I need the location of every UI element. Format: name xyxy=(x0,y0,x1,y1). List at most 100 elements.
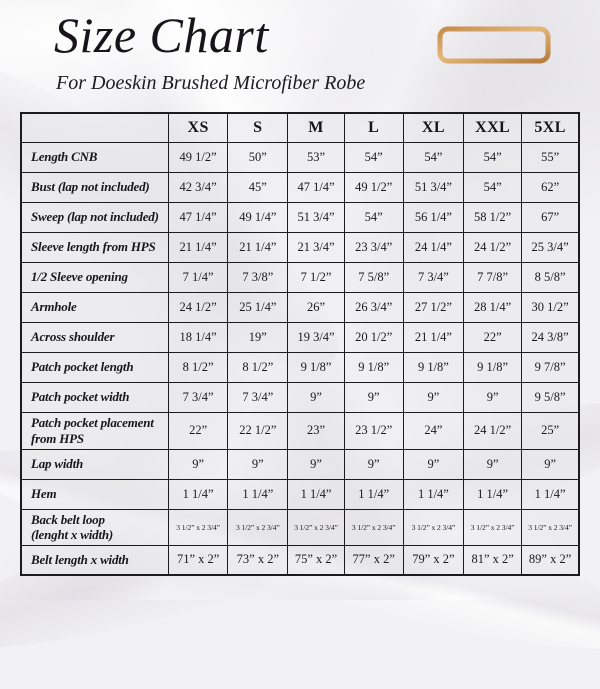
table-cell: 21 1/4” xyxy=(168,231,229,263)
size-header-s: S xyxy=(227,112,289,143)
table-cell: 54” xyxy=(402,141,465,173)
row-label: Back belt loop (lenght x width) xyxy=(20,508,170,546)
table-cell: 24” xyxy=(402,411,465,450)
row-label: Sweep (lap not included) xyxy=(20,201,170,233)
table-cell: 7 3/4” xyxy=(227,381,289,413)
size-header-l: L xyxy=(343,112,404,143)
table-cell: 1 1/4” xyxy=(463,478,523,510)
size-chart-table: XS S M L XL XXL 5XL Length CNB 49 1/2” 50” 53” 54”… xyxy=(20,112,580,577)
table-cell: 20 1/2” xyxy=(343,321,404,353)
table-cell: 45” xyxy=(227,171,289,203)
table-cell: 9” xyxy=(402,381,465,413)
row-label: Bust (lap not included) xyxy=(20,171,170,203)
table-cell: 75” x 2” xyxy=(287,544,345,576)
table-cell: 9 1/8” xyxy=(463,351,523,383)
table-cell: 3 1/2” x 2 3/4” xyxy=(402,508,465,546)
table-cell: 7 1/4” xyxy=(168,261,229,293)
size-header-row: XS S M L XL XXL 5XL xyxy=(20,112,580,143)
corner-cell xyxy=(20,112,170,143)
table-cell: 26 3/4” xyxy=(343,291,404,323)
table-cell: 3 1/2” x 2 3/4” xyxy=(287,508,345,546)
table-cell: 1 1/4” xyxy=(402,478,465,510)
table-cell: 9” xyxy=(343,381,404,413)
table-cell: 24 1/2” xyxy=(463,231,523,263)
table-cell: 49 1/4” xyxy=(227,201,289,233)
table-cell: 47 1/4” xyxy=(168,201,229,233)
table-cell: 23 3/4” xyxy=(343,231,404,263)
table-cell: 28 1/4” xyxy=(463,291,523,323)
table-cell: 1 1/4” xyxy=(521,478,580,510)
table-cell: 30 1/2” xyxy=(521,291,580,323)
table-cell: 55” xyxy=(521,141,580,173)
table-cell: 54” xyxy=(463,141,523,173)
table-row: Patch pocket width 7 3/4” 7 3/4” 9” 9” 9” 9” 9 … xyxy=(20,381,580,413)
table-cell: 51 3/4” xyxy=(402,171,465,203)
table-body: Length CNB 49 1/2” 50” 53” 54” 54” 54” 55” Bust … xyxy=(20,141,580,576)
row-label: Across shoulder xyxy=(20,321,170,353)
table-cell: 9” xyxy=(287,448,345,480)
row-label: Lap width xyxy=(20,448,170,480)
table-cell: 67” xyxy=(521,201,580,233)
table-row: Hem 1 1/4” 1 1/4” 1 1/4” 1 1/4” 1 1/4” 1 1/4” 1… xyxy=(20,478,580,510)
table-cell: 7 7/8” xyxy=(463,261,523,293)
table-cell: 9 5/8” xyxy=(521,381,580,413)
table-cell: 9” xyxy=(463,448,523,480)
table-cell: 9” xyxy=(521,448,580,480)
table-row: 1/2 Sleeve opening 7 1/4” 7 3/8” 7 1/2” 7 5/… xyxy=(20,261,580,293)
table-cell: 9” xyxy=(402,448,465,480)
table-row: Patch pocket length 8 1/2” 8 1/2” 9 1/8” 9 1… xyxy=(20,351,580,383)
row-label: Patch pocket length xyxy=(20,351,170,383)
size-header-xl: XL xyxy=(402,112,465,143)
table-cell: 47 1/4” xyxy=(287,171,345,203)
page-title: Size Chart xyxy=(54,7,269,63)
row-label: Sleeve length from HPS xyxy=(20,231,170,263)
table-row: Sweep (lap not included) 47 1/4” 49 1/4” 51… xyxy=(20,201,580,233)
size-header-xs: XS xyxy=(168,112,229,143)
table-row: Back belt loop (lenght x width) 3 1/2” x … xyxy=(20,508,580,546)
table-cell: 1 1/4” xyxy=(287,478,345,510)
table-cell: 7 5/8” xyxy=(343,261,404,293)
table-cell: 42 3/4” xyxy=(168,171,229,203)
row-label: Patch pocket placement from HPS xyxy=(20,411,170,450)
table-cell: 19 3/4” xyxy=(287,321,345,353)
table-cell: 3 1/2” x 2 3/4” xyxy=(227,508,289,546)
table-cell: 81” x 2” xyxy=(463,544,523,576)
table-cell: 22 1/2” xyxy=(227,411,289,450)
table-cell: 9 7/8” xyxy=(521,351,580,383)
table-cell: 62” xyxy=(521,171,580,203)
table-row: Armhole 24 1/2” 25 1/4” 26” 26 3/4” 27 1/2” 28… xyxy=(20,291,580,323)
table-cell: 51 3/4” xyxy=(287,201,345,233)
table-cell: 9 1/8” xyxy=(287,351,345,383)
table-cell: 3 1/2” x 2 3/4” xyxy=(343,508,404,546)
table-cell: 7 1/2” xyxy=(287,261,345,293)
table-cell: 24 3/8” xyxy=(521,321,580,353)
table-cell: 7 3/4” xyxy=(168,381,229,413)
page-subtitle: For Doeskin Brushed Microfiber Robe xyxy=(56,72,366,94)
ruler-icon xyxy=(437,26,551,64)
table-cell: 71” x 2” xyxy=(168,544,229,576)
table-cell: 53” xyxy=(287,141,345,173)
table-cell: 9” xyxy=(227,448,289,480)
table-cell: 21 3/4” xyxy=(287,231,345,263)
table-cell: 54” xyxy=(463,171,523,203)
table-row: Patch pocket placement from HPS 22” 22 1/2… xyxy=(20,411,580,450)
table-cell: 9” xyxy=(463,381,523,413)
table-cell: 9” xyxy=(343,448,404,480)
table-cell: 49 1/2” xyxy=(343,171,404,203)
table-cell: 25 1/4” xyxy=(227,291,289,323)
table-cell: 77” x 2” xyxy=(343,544,404,576)
table-cell: 26” xyxy=(287,291,345,323)
table-cell: 25” xyxy=(521,411,580,450)
table-cell: 3 1/2” x 2 3/4” xyxy=(463,508,523,546)
table-cell: 9” xyxy=(287,381,345,413)
table-cell: 54” xyxy=(343,141,404,173)
row-label: Armhole xyxy=(20,291,170,323)
table-cell: 79” x 2” xyxy=(402,544,465,576)
table-cell: 22” xyxy=(168,411,229,450)
row-label: Hem xyxy=(20,478,170,510)
table-cell: 8 5/8” xyxy=(521,261,580,293)
table-cell: 1 1/4” xyxy=(168,478,229,510)
table-cell: 7 3/4” xyxy=(402,261,465,293)
table-cell: 22” xyxy=(463,321,523,353)
table-row: Length CNB 49 1/2” 50” 53” 54” 54” 54” 55” xyxy=(20,141,580,173)
